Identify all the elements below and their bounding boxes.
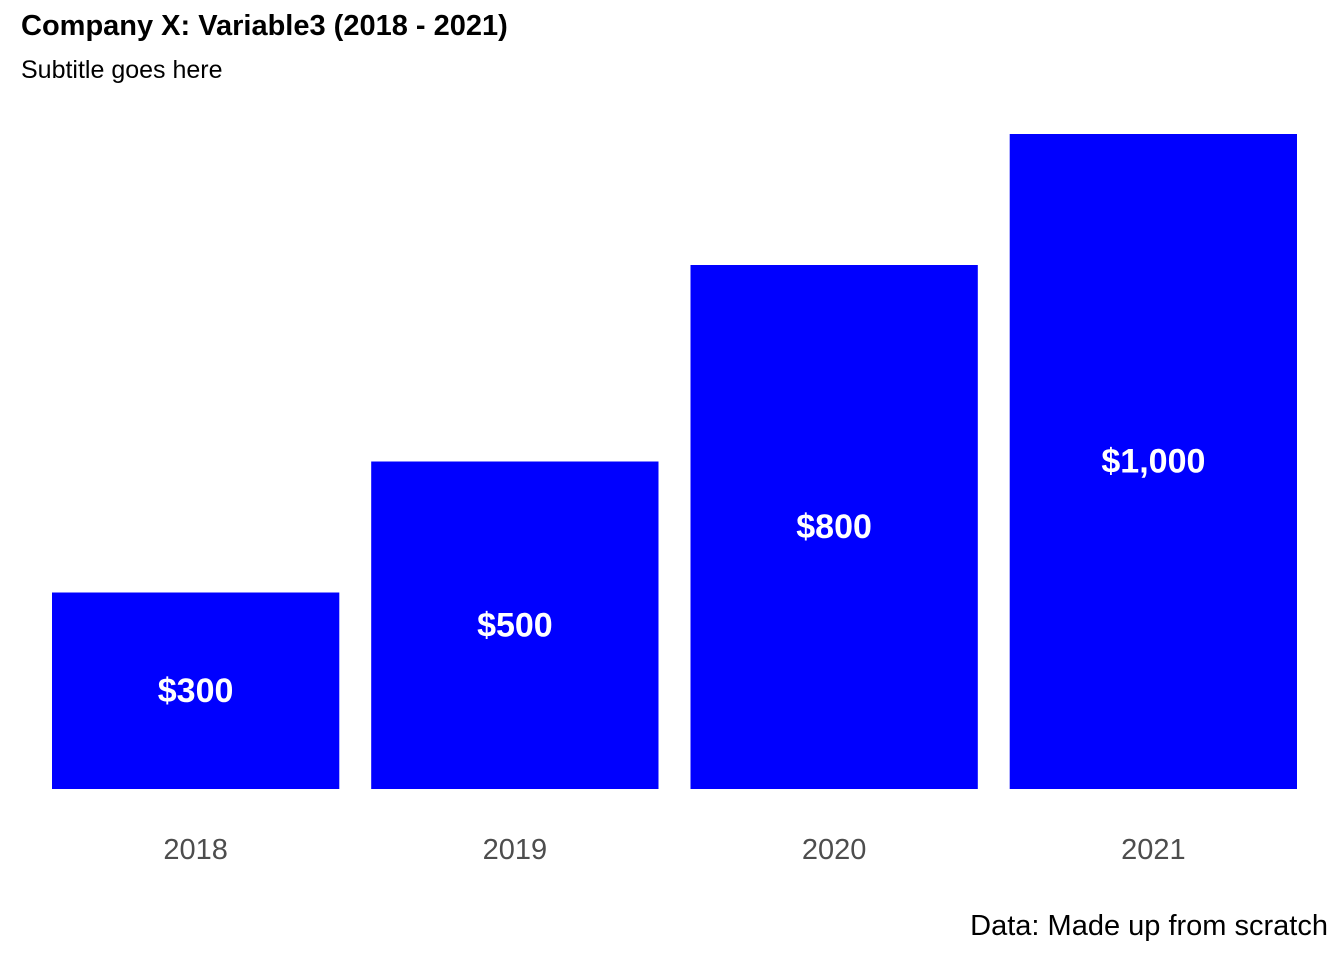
x-tick-label: 2020 <box>802 834 867 866</box>
x-tick-label: 2018 <box>163 834 228 866</box>
x-tick-label: 2021 <box>1121 834 1186 866</box>
bar-value-label: $1,000 <box>1101 443 1205 481</box>
bar-value-label: $800 <box>796 508 872 546</box>
bar-value-label: $300 <box>158 672 234 710</box>
x-tick-label: 2019 <box>483 834 548 866</box>
chart-title: Company X: Variable3 (2018 - 2021) <box>21 10 508 42</box>
chart-subtitle: Subtitle goes here <box>21 56 223 84</box>
bar-2021 <box>1009 134 1297 789</box>
x-axis-tick-labels: 2018 2019 2020 2021 <box>163 834 1185 866</box>
value-labels-layer: $300 $500 $800 $1,000 <box>158 443 1206 710</box>
bar-value-label: $500 <box>477 606 553 644</box>
bars-layer <box>52 134 1297 789</box>
bar-2020 <box>690 265 978 789</box>
chart-caption: Data: Made up from scratch <box>970 910 1328 942</box>
bar-2018 <box>52 592 340 789</box>
bar-2019 <box>371 461 659 789</box>
